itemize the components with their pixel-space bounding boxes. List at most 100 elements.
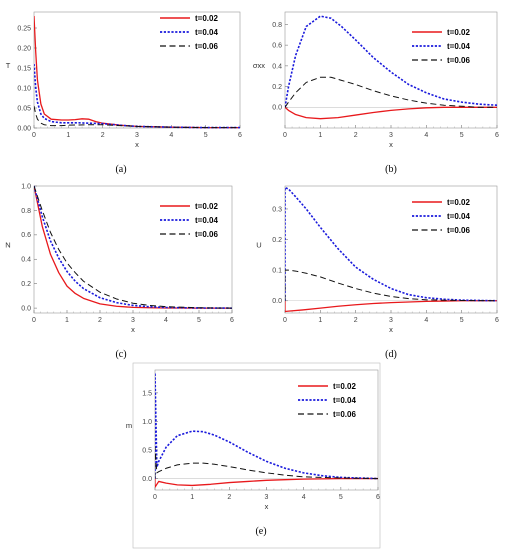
panel-d-legend-label: t=0.06 bbox=[447, 226, 470, 235]
panel-a-x-tick-label: 0 bbox=[32, 132, 36, 139]
panel-a-legend-label: t=0.02 bbox=[195, 14, 218, 23]
chart-b: 0 1 2 3 4 5 6 0.0 0.2 0.4 0.6 0.8 x σxx t=0.02 t=0.04 t=… bbox=[253, 11, 499, 175]
panel-e-y-tick-label: 0.0 bbox=[142, 476, 152, 483]
panel-a-y-tick-label: 0.15 bbox=[17, 65, 31, 72]
panel-c-legend-label: t=0.02 bbox=[195, 202, 218, 211]
panel-e-x-tick-label: 0 bbox=[153, 494, 157, 501]
panel-a-x-tick-label: 6 bbox=[238, 132, 242, 139]
panel-d-series-t-0-04 bbox=[285, 186, 497, 302]
panel-c-caption: (c) bbox=[115, 349, 126, 360]
panel-e-x-tick-label: 2 bbox=[227, 494, 231, 501]
panel-b-caption: (b) bbox=[385, 164, 397, 175]
panel-e-x-tick-label: 5 bbox=[339, 494, 343, 501]
panel-a-y-tick-label: 0.25 bbox=[17, 25, 31, 32]
panel-a-x-tick-label: 1 bbox=[66, 132, 70, 139]
panel-e-legend-label: t=0.04 bbox=[333, 396, 356, 405]
panel-c-y-tick-label: 0.4 bbox=[21, 257, 31, 264]
panel-b-x-axis-label: x bbox=[389, 140, 393, 149]
panel-b-x-tick-label: 5 bbox=[460, 132, 464, 139]
panel-e-border bbox=[132, 362, 381, 549]
panel-e-x-tick-label: 4 bbox=[302, 494, 306, 501]
panel-a-legend-label: t=0.04 bbox=[195, 28, 218, 37]
panel-d-x-tick-label: 0 bbox=[283, 317, 287, 324]
panel-c-series-t-0-04 bbox=[34, 185, 232, 309]
panel-c-x-tick-label: 6 bbox=[230, 317, 234, 324]
panel-c-y-tick-label: 0.0 bbox=[21, 306, 31, 313]
panel-b-series-t-0-02 bbox=[285, 106, 497, 120]
panel-d-legend-label: t=0.02 bbox=[447, 198, 470, 207]
panel-e-series-t-0-06 bbox=[155, 446, 378, 480]
panel-d-x-tick-label: 4 bbox=[424, 317, 428, 324]
panel-a-y-tick-label: 0.00 bbox=[17, 125, 31, 132]
panel-a-y-tick-label: 0.20 bbox=[17, 45, 31, 52]
panel-c-y-tick-label: 0.8 bbox=[21, 208, 31, 215]
panel-c-y-tick-label: 1.0 bbox=[21, 183, 31, 190]
chart-e: 0 1 2 3 4 5 6 0.0 0.5 1.0 1.5 x m t=0.02 t=0.04 t=0.06 (… bbox=[126, 369, 380, 537]
panel-b-x-tick-label: 6 bbox=[495, 132, 499, 139]
panel-b-y-tick-label: 0.6 bbox=[272, 43, 282, 50]
panel-e-y-axis-label: m bbox=[126, 421, 132, 430]
panel-b-y-axis-label: σxx bbox=[253, 61, 265, 70]
panel-b-y-tick-label: 0.2 bbox=[272, 84, 282, 91]
panel-c-x-tick-label: 2 bbox=[98, 317, 102, 324]
panel-c-y-axis-label: N bbox=[5, 241, 10, 250]
panel-b-x-tick-label: 2 bbox=[354, 132, 358, 139]
panel-d-series-t-0-06 bbox=[285, 269, 497, 302]
panel-e-y-tick-label: 0.5 bbox=[142, 447, 152, 454]
panel-c-y-tick-label: 0.2 bbox=[21, 281, 31, 288]
panel-d-x-tick-label: 2 bbox=[354, 317, 358, 324]
panel-c-x-tick-label: 4 bbox=[164, 317, 168, 324]
panel-d-caption: (d) bbox=[385, 349, 397, 360]
panel-d-y-tick-label: 0.0 bbox=[272, 298, 282, 305]
panel-c-x-tick-label: 3 bbox=[131, 317, 135, 324]
panel-d-y-tick-label: 0.2 bbox=[272, 237, 282, 244]
panel-b-legend-label: t=0.04 bbox=[447, 42, 470, 51]
panel-b-x-tick-label: 3 bbox=[389, 132, 393, 139]
panel-e-x-tick-label: 6 bbox=[376, 494, 380, 501]
panel-b-y-tick-label: 0.4 bbox=[272, 63, 282, 70]
panel-b-legend-label: t=0.06 bbox=[447, 56, 470, 65]
panel-c-x-tick-label: 5 bbox=[197, 317, 201, 324]
panel-b-y-tick-label: 0.0 bbox=[272, 105, 282, 112]
panel-d-series-t-0-02 bbox=[285, 300, 497, 313]
panel-d-x-tick-label: 6 bbox=[495, 317, 499, 324]
panel-c-x-tick-label: 0 bbox=[32, 317, 36, 324]
panel-e-y-tick-label: 1.0 bbox=[142, 419, 152, 426]
panel-e-series-t-0-02 bbox=[155, 477, 378, 488]
panel-e-x-tick-label: 1 bbox=[190, 494, 194, 501]
panel-c-x-tick-label: 1 bbox=[65, 317, 69, 324]
panel-d-x-tick-label: 1 bbox=[318, 317, 322, 324]
panel-e-caption: (e) bbox=[255, 526, 266, 537]
panel-c-series-t-0-06 bbox=[34, 185, 232, 309]
chart-d: 0 1 2 3 4 5 6 0.0 0.1 0.2 0.3 x Ut=0.02 t=0.04 t=0.06 (… bbox=[256, 185, 499, 360]
panel-b-series-t-0-06 bbox=[285, 76, 497, 108]
panel-b-x-tick-label: 1 bbox=[318, 132, 322, 139]
panel-d-y-tick-label: 0.3 bbox=[272, 206, 282, 213]
panel-d-y-tick-label: 0.1 bbox=[272, 268, 282, 275]
panel-e-series-t-0-04 bbox=[155, 372, 378, 480]
panel-a-y-tick-label: 0.10 bbox=[17, 85, 31, 92]
panel-a-x-tick-label: 5 bbox=[204, 132, 208, 139]
panel-b-x-tick-label: 0 bbox=[283, 132, 287, 139]
panel-e-legend-label: t=0.02 bbox=[333, 382, 356, 391]
panel-d-x-tick-label: 3 bbox=[389, 317, 393, 324]
panel-b-series-t-0-04 bbox=[285, 15, 497, 108]
panel-a-x-tick-label: 2 bbox=[101, 132, 105, 139]
panel-a-legend-label: t=0.06 bbox=[195, 42, 218, 51]
panel-a-y-axis-label: T bbox=[6, 61, 11, 70]
panel-b-y-tick-label: 0.8 bbox=[272, 22, 282, 29]
panel-a-series-t-0-06 bbox=[34, 105, 240, 129]
panel-d-x-axis-label: x bbox=[389, 325, 393, 334]
panel-b-x-tick-label: 4 bbox=[424, 132, 428, 139]
panel-d-x-tick-label: 5 bbox=[460, 317, 464, 324]
panel-a-series-t-0-02 bbox=[34, 15, 240, 129]
panel-a-x-tick-label: 4 bbox=[169, 132, 173, 139]
panel-e-y-tick-label: 1.5 bbox=[142, 390, 152, 397]
panel-c-legend-label: t=0.04 bbox=[195, 216, 218, 225]
panel-e-x-axis-label: x bbox=[265, 502, 269, 511]
panel-a-x-axis-label: x bbox=[135, 140, 139, 149]
panel-d-y-axis-label: U bbox=[256, 241, 261, 250]
panel-c-x-axis-label: x bbox=[131, 325, 135, 334]
panel-a-y-tick-label: 0.05 bbox=[17, 105, 31, 112]
